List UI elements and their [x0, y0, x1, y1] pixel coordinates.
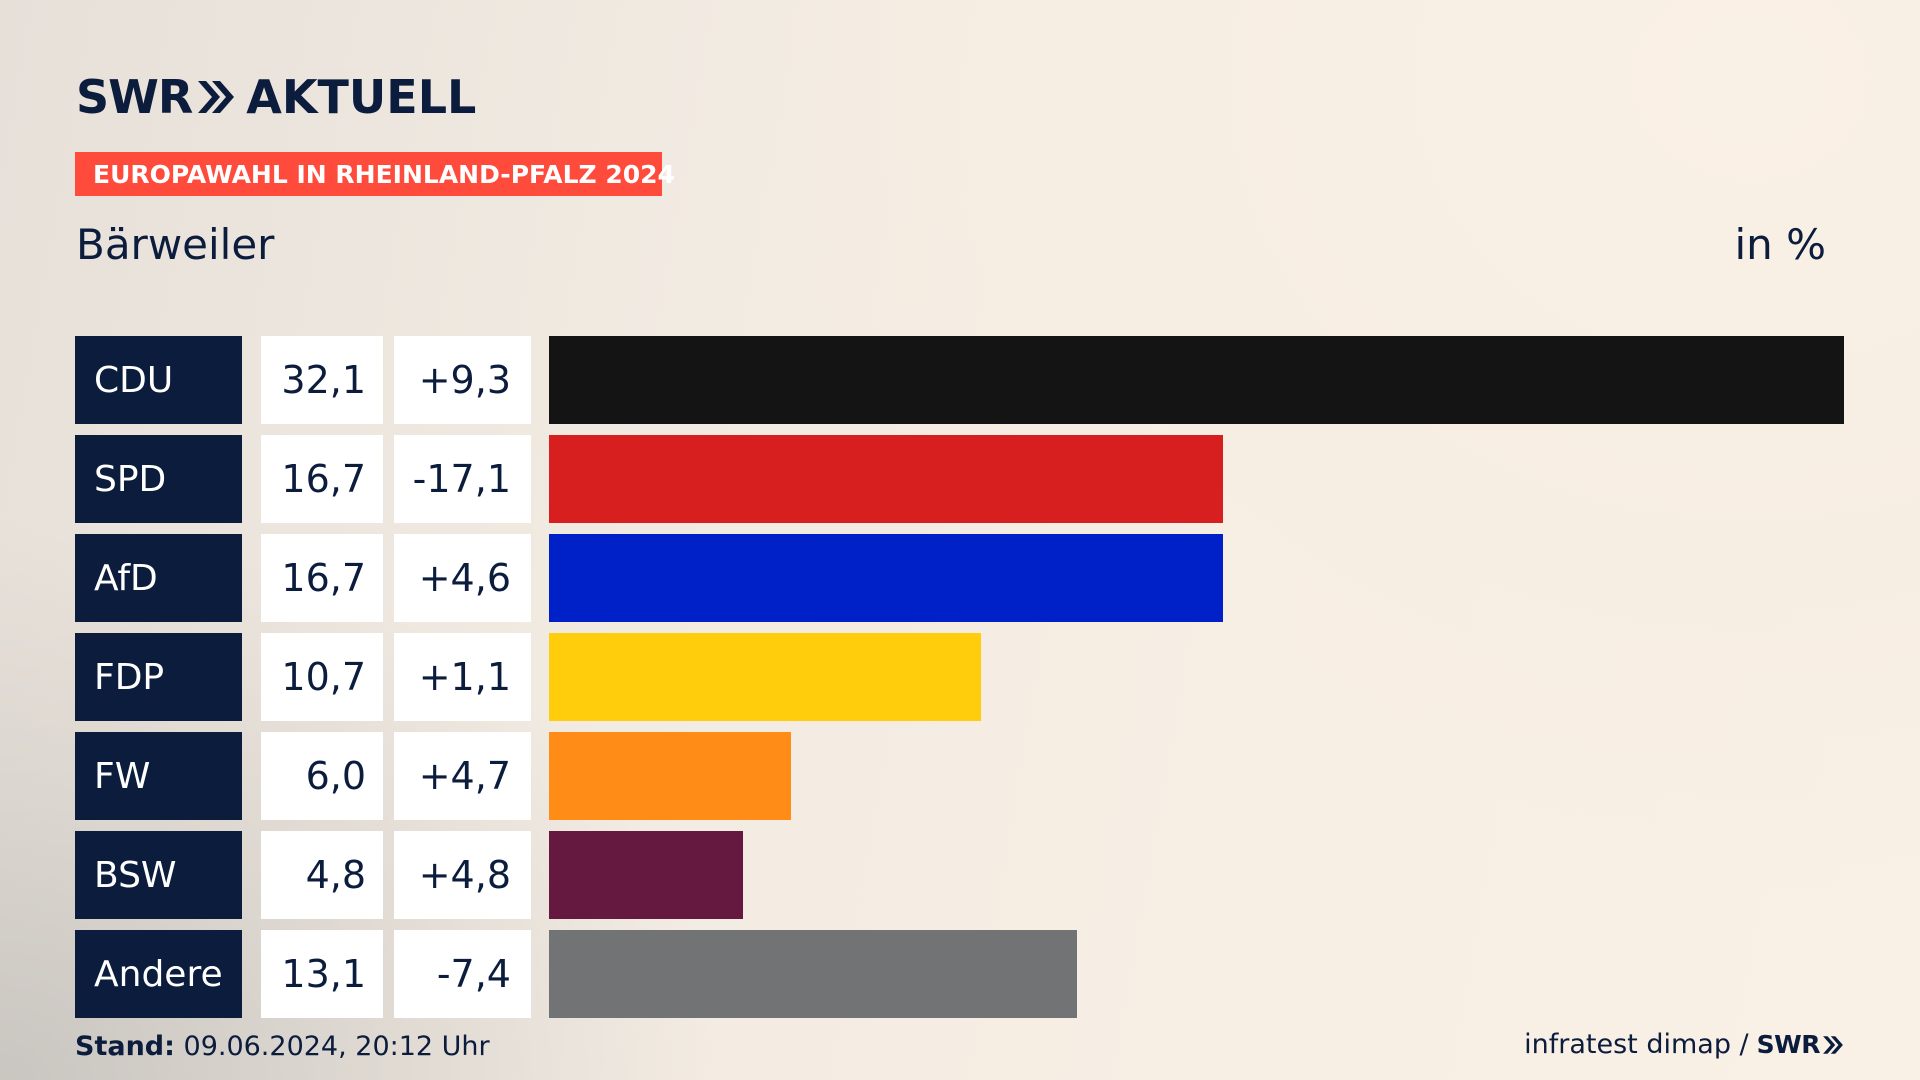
bar-spd — [549, 435, 1223, 523]
stand-info: Stand: 09.06.2024, 20:12 Uhr — [75, 1031, 490, 1062]
change-value: +4,7 — [394, 732, 531, 820]
election-tag: EUROPAWAHL IN RHEINLAND-PFALZ 2024 — [75, 152, 675, 196]
stand-label: Stand: — [75, 1031, 175, 1062]
share-value: 13,1 — [261, 930, 383, 1018]
share-value: 32,1 — [261, 336, 383, 424]
share-value: 10,7 — [261, 633, 383, 721]
change-value: +1,1 — [394, 633, 531, 721]
bar-andere — [549, 930, 1077, 1018]
source-info: infratest dimap / SWR — [1524, 1029, 1844, 1060]
party-label: Andere — [75, 930, 242, 1018]
change-value: -17,1 — [394, 435, 531, 523]
share-value: 4,8 — [261, 831, 383, 919]
share-value: 16,7 — [261, 435, 383, 523]
party-label: AfD — [75, 534, 242, 622]
unit-label: in % — [1734, 220, 1826, 269]
party-label: BSW — [75, 831, 242, 919]
change-value: +4,8 — [394, 831, 531, 919]
party-label: FW — [75, 732, 242, 820]
party-label: CDU — [75, 336, 242, 424]
stand-value: 09.06.2024, 20:12 Uhr — [183, 1031, 490, 1062]
bar-fw — [549, 732, 791, 820]
aktuell-wordmark: AKTUELL — [246, 70, 477, 124]
swr-wordmark: SWR — [76, 70, 193, 124]
double-chevron-icon — [198, 81, 235, 113]
change-value: +9,3 — [394, 336, 531, 424]
swr-aktuell-logo: SWR AKTUELL — [76, 70, 476, 124]
double-chevron-small-icon — [1823, 1035, 1843, 1054]
share-value: 6,0 — [261, 732, 383, 820]
party-label: FDP — [75, 633, 242, 721]
change-value: +4,6 — [394, 534, 531, 622]
source-label: infratest dimap / — [1524, 1029, 1749, 1060]
party-label: SPD — [75, 435, 242, 523]
bar-cdu — [549, 336, 1844, 424]
bar-fdp — [549, 633, 981, 721]
bar-bsw — [549, 831, 743, 919]
change-value: -7,4 — [394, 930, 531, 1018]
source-brand: SWR — [1756, 1030, 1821, 1059]
place-title: Bärweiler — [76, 220, 275, 269]
bar-afd — [549, 534, 1223, 622]
share-value: 16,7 — [261, 534, 383, 622]
